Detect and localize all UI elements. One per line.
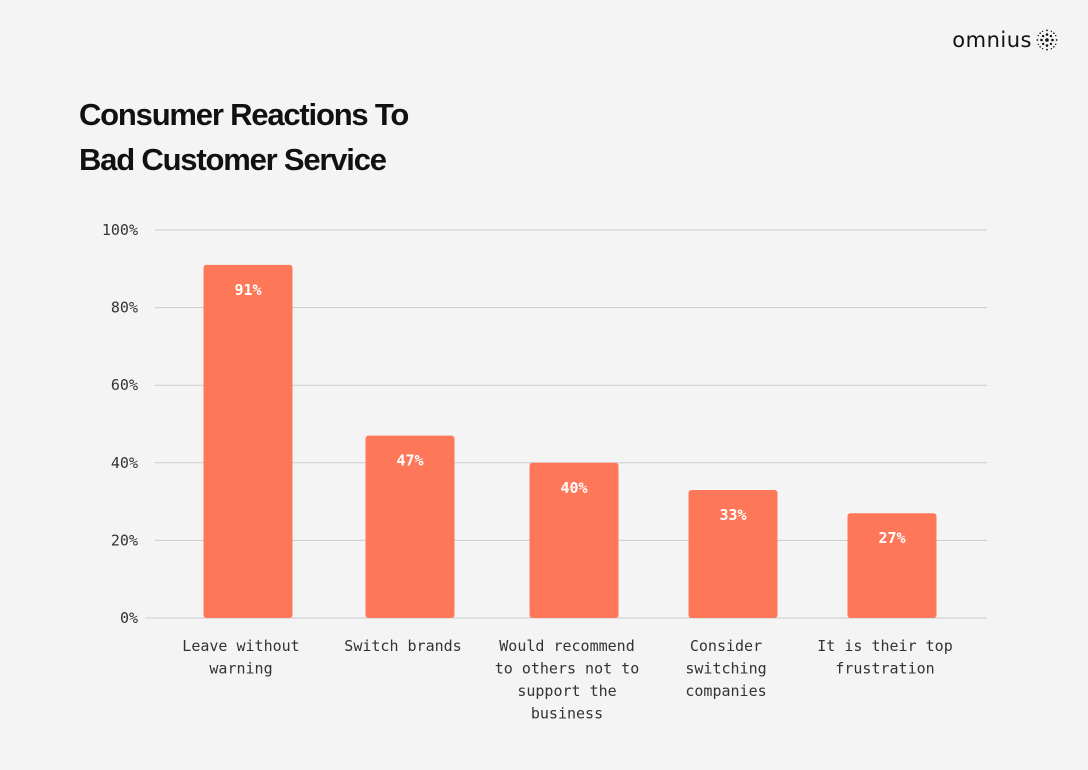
x-tick-label-line: switching (685, 660, 766, 678)
x-tick-label-line: Leave without (182, 637, 299, 655)
x-tick-label-line: support the (517, 682, 616, 700)
y-tick-label: 60% (111, 376, 138, 394)
chart-title: Consumer Reactions To Bad Customer Servi… (79, 92, 409, 182)
x-axis-labels: Leave without warning Switch brands Would r… (182, 637, 952, 723)
bar (847, 513, 937, 618)
brand-logo: omnius (952, 28, 1058, 52)
x-tick-label-line: business (531, 705, 603, 723)
x-tick-label: Would recommend to others not to support t… (495, 637, 640, 723)
x-tick-label-line: to others not to (495, 660, 640, 678)
y-tick-label: 100% (102, 221, 138, 239)
bar-value-label: 47% (396, 452, 423, 470)
x-tick-label-line: companies (685, 682, 766, 700)
x-tick-label-line: warning (209, 660, 272, 678)
y-tick-label: 0% (120, 609, 138, 627)
x-tick-label-line: Switch brands (344, 637, 461, 655)
x-tick-label-line: frustration (835, 660, 934, 678)
x-tick-label: It is their top frustration (817, 637, 952, 678)
x-tick-label: Leave without warning (182, 637, 299, 678)
x-tick-label: Switch brands (344, 637, 461, 655)
bar (203, 264, 293, 618)
bar (688, 489, 778, 618)
bar (529, 462, 619, 618)
x-tick-label-line: Would recommend (499, 637, 634, 655)
bar-value-label: 91% (234, 281, 261, 299)
dotted-sphere-icon (1036, 29, 1058, 51)
bar-value-label: 33% (719, 506, 746, 524)
y-tick-label: 80% (111, 299, 138, 317)
chart-title-line: Bad Customer Service (79, 142, 387, 177)
bar (365, 435, 455, 618)
chart-title-line: Consumer Reactions To (79, 97, 409, 132)
y-axis-ticks: 0% 20% 40% 60% 80% 100% (102, 221, 138, 627)
x-tick-label: Consider switching companies (685, 637, 766, 700)
bars: 91% 47% 40% 33% 27% (203, 264, 937, 618)
x-tick-label-line: It is their top (817, 637, 952, 655)
brand-name: omnius (952, 28, 1032, 52)
y-tick-label: 40% (111, 454, 138, 472)
x-tick-label-line: Consider (690, 637, 762, 655)
y-tick-label: 20% (111, 531, 138, 549)
bar-value-label: 40% (560, 479, 587, 497)
bar-value-label: 27% (878, 529, 905, 547)
